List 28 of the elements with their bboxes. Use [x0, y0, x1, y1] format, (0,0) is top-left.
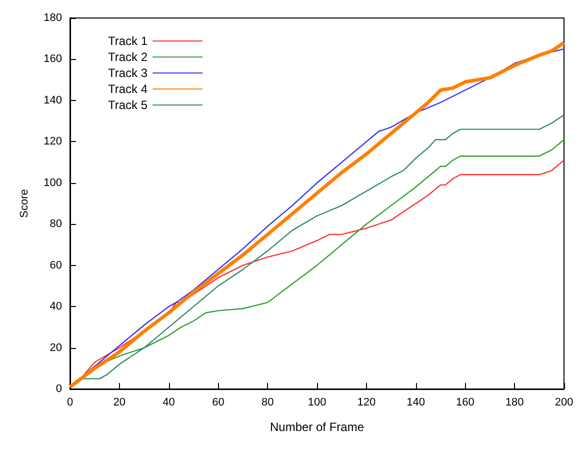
x-tick-label: 60	[212, 396, 224, 408]
x-axis-title: Number of Frame	[270, 420, 364, 434]
y-tick-label: 140	[44, 94, 62, 106]
x-tick-label: 100	[308, 396, 326, 408]
x-tick-label: 140	[406, 396, 425, 408]
x-tick-label: 160	[456, 396, 474, 408]
x-tick-label: 0	[66, 396, 74, 408]
x-tick-label: 80	[261, 396, 274, 408]
legend-label: Track 2	[108, 50, 148, 64]
y-axis-title: Score	[18, 189, 30, 218]
y-tick-label: 120	[44, 136, 62, 148]
y-tick-label: 80	[50, 218, 62, 230]
legend-label: Track 1	[108, 34, 148, 48]
x-tick-label: 40	[162, 396, 175, 408]
legend-label: Track 3	[108, 66, 148, 80]
x-tick-label: 180	[505, 396, 524, 408]
y-tick-label: 20	[50, 342, 62, 354]
y-tick-label: 60	[50, 259, 62, 272]
legend-label: Track 4	[108, 82, 148, 96]
x-tick-label: 20	[113, 396, 126, 408]
y-tick-label: 40	[50, 300, 62, 313]
y-tick-label: 180	[44, 12, 62, 24]
y-tick-label: 100	[44, 176, 62, 189]
x-tick-label: 120	[357, 396, 376, 408]
x-tick-label: 200	[554, 396, 574, 408]
y-tick-label: 0	[56, 383, 62, 395]
legend-label: Track 5	[108, 98, 148, 112]
y-tick-label: 160	[44, 53, 62, 66]
